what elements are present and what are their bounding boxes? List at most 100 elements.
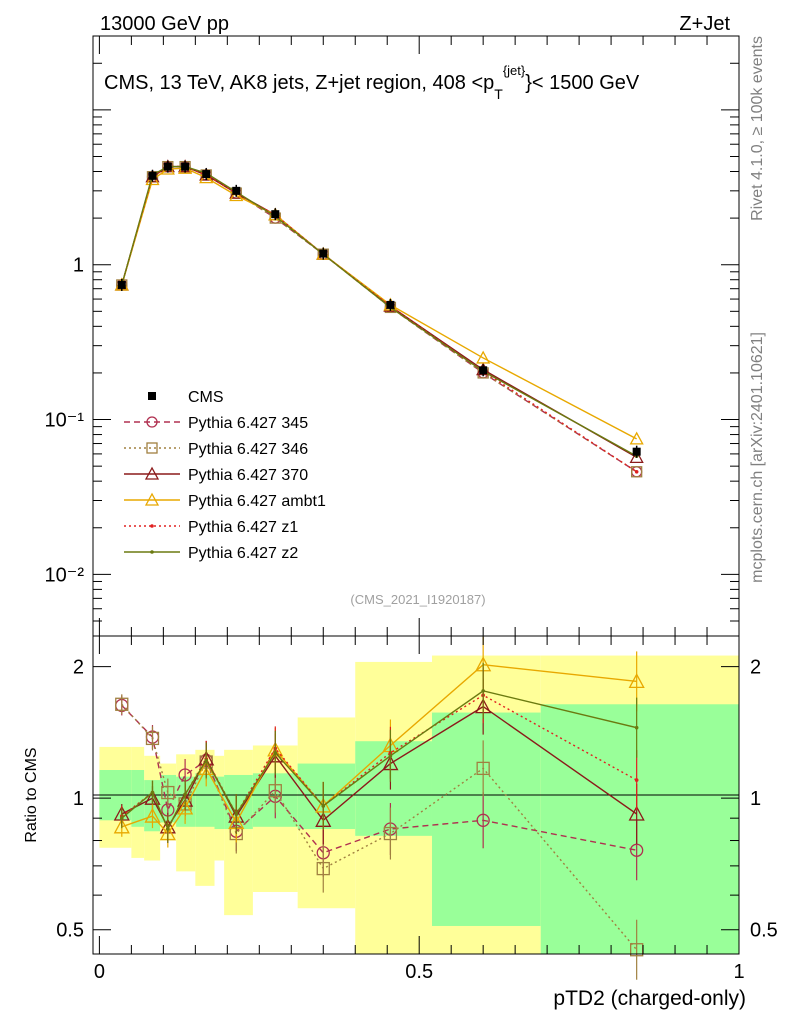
ratio-point [634,778,639,782]
cms-data-point [479,366,488,375]
ratio-series-z2 [119,662,639,844]
green-band [214,776,225,830]
ratio-y-tick-label-right: 0.5 [750,920,778,942]
green-band [355,741,432,836]
cms-data-point [271,210,280,219]
cms-data-point [232,186,241,195]
legend-label: Pythia 6.427 ambt1 [188,493,326,510]
green-band [540,704,739,954]
data-point [476,350,491,364]
ratio-point [234,812,239,816]
green-band [131,770,145,827]
cms-data-point [386,300,395,309]
rivet-version-label: Rivet 4.1.0, ≥ 100k events [749,36,766,221]
legend-label: Pythia 6.427 z1 [188,519,298,536]
plot-title: CMS, 13 TeV, AK8 jets, Z+jet region, 408… [104,63,640,102]
legend-label: Pythia 6.427 z2 [188,545,298,562]
data-point [634,469,639,474]
ratio-y-tick-label-right: 1 [750,788,761,810]
legend-label: Pythia 6.427 370 [188,467,308,484]
cms-data-point [202,170,211,179]
ratio-point [204,758,209,763]
ratio-point [476,813,490,827]
ratio-ylabel: Ratio to CMS [23,747,40,842]
cms-data-point [163,162,172,171]
ratio-point [316,861,330,876]
data-point [229,188,244,202]
ratio-point [144,807,161,823]
legend-label: CMS [188,389,224,406]
ratio-y-tick-label: 1 [73,788,84,810]
ratio-point [628,673,645,689]
ratio-point [476,761,490,776]
series-line [121,165,638,457]
ratio-uncertainty-bands [99,655,739,954]
ratio-point [177,799,194,815]
ratio-point [481,689,485,693]
data-point [631,466,643,478]
yellow-band [224,749,253,916]
legend-marker [144,466,160,480]
cms-data-point [181,162,190,171]
x-axis-label: pTD2 (charged-only) [553,987,746,1010]
y-tick-label: 1 [73,255,84,277]
ratio-point [183,792,187,797]
legend-marker [146,416,158,428]
legend-entry: Pythia 6.427 346 [124,441,308,458]
ratio-point [161,785,175,800]
data-point [629,449,644,463]
main-panel: CMS, 13 TeV, AK8 jets, Z+jet region, 408… [45,35,740,637]
green-band [431,712,541,926]
ratio-point [113,818,130,834]
legend-marker [150,550,154,554]
legend-label: Pythia 6.427 345 [188,415,308,432]
data-point [629,431,644,445]
ratio-line [121,703,638,951]
ratio-axes: 0.5 0.5 1 1 2 2 0 0.5 1 [56,636,778,983]
ratio-y-tick-label: 0.5 [56,920,84,942]
legend-marker [144,492,160,506]
x-tick-label: 1 [733,961,744,983]
legend-entry: Pythia 6.427 370 [124,466,308,484]
ratio-point [145,731,160,746]
main-axes: 10⁻² 10⁻¹ 1 [45,35,740,637]
cms-data-point [148,171,157,180]
ratio-point [388,754,393,758]
ratio-point [628,805,645,821]
legend-entry: Pythia 6.427 ambt1 [124,492,326,510]
ratio-point [383,826,398,841]
cms-data-point [632,447,641,456]
ratio-point [119,816,124,820]
legend: CMS Pythia 6.427 345 Pythia 6.427 346 Pythi… [124,389,326,562]
ratio-point [321,804,326,808]
mcplots-label: mcplots.cern.ch [arXiv:2401.10621] [749,332,766,583]
ratio-series [113,636,645,980]
legend-entry: Pythia 6.427 345 [124,415,308,432]
x-tick-label: 0.5 [405,961,433,983]
series-z2 [119,164,639,458]
cms-data-point [117,280,126,289]
legend-entry: Pythia 6.427 z1 [124,519,298,536]
ratio-point [268,784,282,798]
cms-data-point [319,249,328,258]
ratio-point [115,697,129,711]
ratio-y-tick-label: 2 [73,657,84,679]
ratio-panel: 0.5 0.5 1 1 2 2 0 0.5 1 Ratio to CMS pTD2 (charg… [23,635,778,1010]
legend-marker [148,392,156,400]
main-series [114,159,644,478]
legend-label: Pythia 6.427 346 [188,441,308,458]
y-tick-label: 10⁻¹ [45,410,85,432]
legend-marker [150,524,154,528]
ratio-point [630,843,644,857]
analysis-watermark: (CMS_2021_I1920187) [350,592,485,607]
ratio-point [634,725,639,730]
ratio-frame [92,635,740,955]
ratio-point [150,790,155,795]
legend-entry: CMS [148,389,224,406]
x-tick-label: 0 [94,961,105,983]
header-left: 13000 GeV pp [100,13,229,35]
header-right: Z+Jet [679,13,730,35]
y-tick-label: 10⁻² [45,564,85,586]
ratio-y-tick-label-right: 2 [750,657,761,679]
